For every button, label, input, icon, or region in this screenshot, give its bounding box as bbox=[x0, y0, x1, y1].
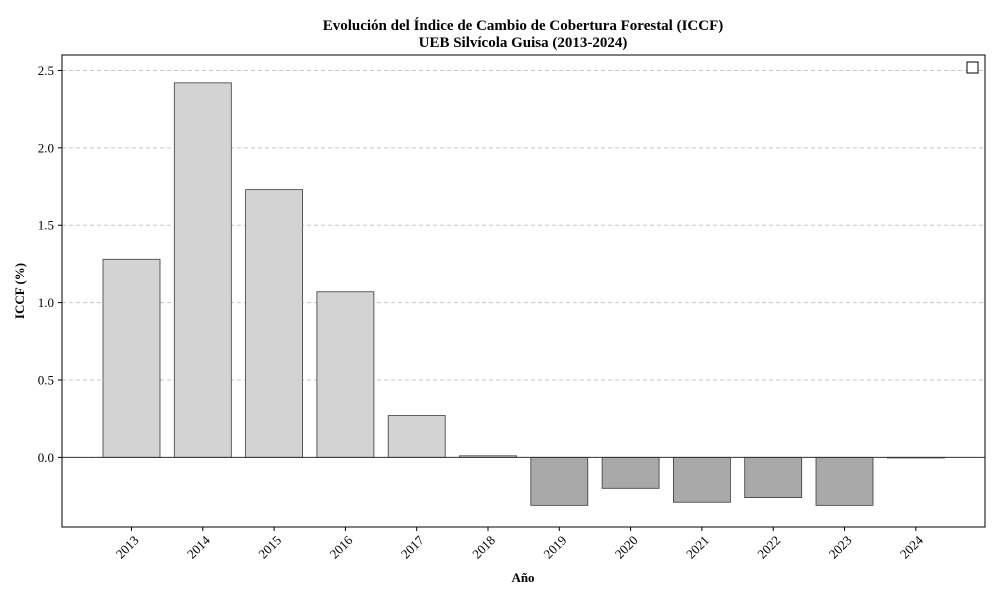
bar-2019 bbox=[530, 456, 589, 506]
y-tick-label: 2.0 bbox=[38, 140, 54, 155]
bar-2017 bbox=[387, 415, 446, 458]
y-tick-label: 1.5 bbox=[38, 218, 54, 233]
y-axis-ticks: 0.0 0.5 1.0 1.5 2.0 2.5 bbox=[38, 63, 62, 465]
chart-title-line-2: UEB Silvícola Guisa (2013-2024) bbox=[419, 35, 628, 51]
x-tick-label: 2022 bbox=[754, 533, 783, 562]
x-tick-label: 2017 bbox=[398, 532, 427, 561]
x-tick-label: 2014 bbox=[184, 532, 213, 561]
y-tick-label: 0.5 bbox=[38, 372, 54, 387]
bar-2013 bbox=[102, 258, 161, 458]
x-tick-label: 2015 bbox=[255, 533, 284, 562]
y-tick-label: 1.0 bbox=[38, 295, 54, 310]
x-tick-label: 2024 bbox=[897, 532, 926, 561]
x-tick-label: 2021 bbox=[683, 533, 712, 562]
bar-2015 bbox=[245, 189, 304, 458]
bar-2021 bbox=[673, 456, 731, 503]
bar-2022 bbox=[744, 456, 803, 498]
y-tick-label: 2.5 bbox=[38, 63, 54, 78]
x-axis-ticks: 2013 2014 2015 2016 2017 2018 2019 2020 2021 2022… bbox=[113, 527, 926, 562]
x-tick-label: 2018 bbox=[469, 533, 498, 562]
bars bbox=[102, 82, 945, 506]
bar-2020 bbox=[601, 456, 660, 489]
x-tick-label: 2016 bbox=[327, 532, 356, 561]
y-tick-label: 0.0 bbox=[38, 450, 54, 465]
x-tick-label: 2013 bbox=[113, 533, 142, 562]
x-tick-label: 2019 bbox=[540, 533, 569, 562]
chart-title-line-1: Evolución del Índice de Cambio de Cobert… bbox=[323, 17, 724, 34]
x-axis-label: Año bbox=[511, 570, 534, 585]
y-axis-label: ICCF (%) bbox=[12, 263, 27, 319]
x-tick-label: 2023 bbox=[826, 533, 855, 562]
legend-marker bbox=[966, 61, 979, 74]
bar-2016 bbox=[316, 291, 375, 458]
bar-2023 bbox=[815, 456, 874, 506]
bar-2014 bbox=[173, 82, 232, 458]
plot-frame bbox=[61, 54, 986, 528]
x-tick-label: 2020 bbox=[612, 533, 641, 562]
